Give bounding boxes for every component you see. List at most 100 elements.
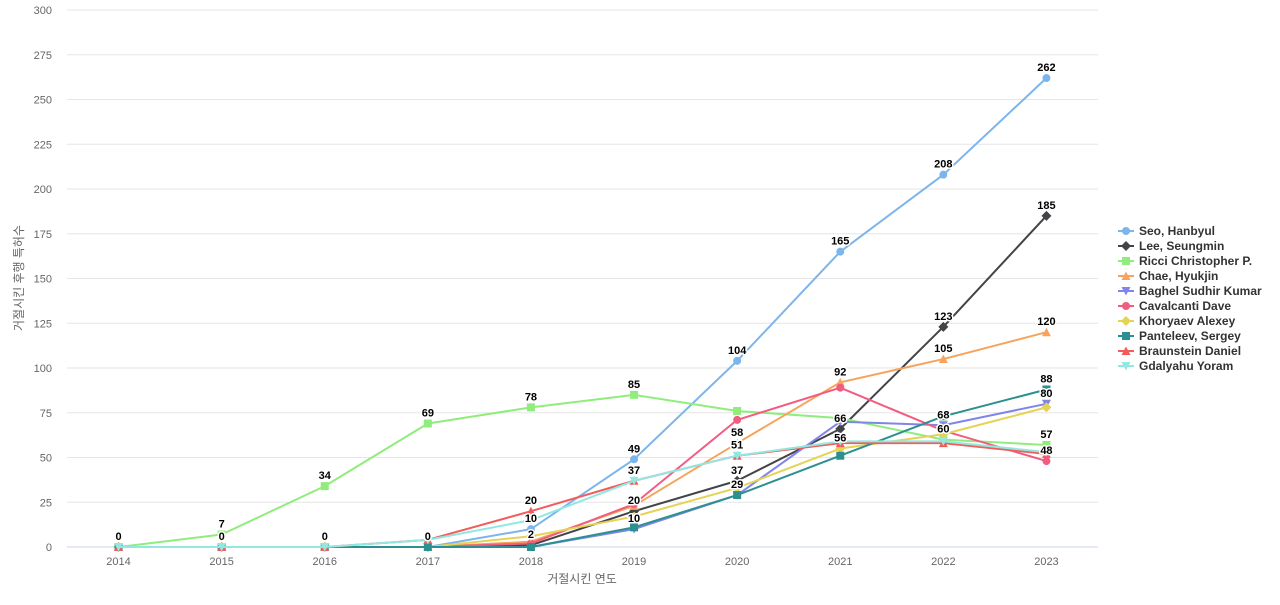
data-point[interactable] (939, 170, 948, 179)
data-point[interactable] (836, 383, 845, 392)
legend-item[interactable]: Gdalyahu Yoram (1118, 359, 1233, 373)
data-point[interactable] (526, 543, 535, 551)
data-point[interactable] (938, 421, 948, 430)
x-tick-label: 2019 (622, 556, 646, 568)
data-point[interactable] (629, 511, 640, 522)
data-label: 57 (1040, 429, 1052, 441)
data-point[interactable] (1042, 385, 1051, 394)
legend-item[interactable]: Braunstein Daniel (1118, 344, 1241, 358)
data-point[interactable] (1041, 448, 1051, 457)
series-line[interactable] (117, 386, 1048, 548)
data-point[interactable] (835, 423, 846, 434)
series-line[interactable] (117, 406, 1048, 548)
x-tick-label: 2022 (931, 556, 955, 568)
data-point[interactable] (732, 451, 742, 461)
legend-item[interactable]: Baghel Sudhir Kumar (1118, 284, 1262, 298)
legend-item[interactable]: Ricci Christopher P. (1118, 254, 1252, 268)
data-point[interactable] (114, 543, 124, 552)
data-point[interactable] (526, 403, 535, 412)
y-tick-label: 75 (40, 408, 52, 420)
y-tick-label: 300 (34, 5, 52, 17)
series-0 (114, 74, 1051, 551)
data-point[interactable] (732, 475, 743, 486)
data-label: 120 (1037, 316, 1055, 328)
data-point[interactable] (733, 356, 742, 365)
data-label: 0 (322, 531, 328, 543)
data-point[interactable] (217, 530, 226, 539)
data-point[interactable] (733, 415, 742, 424)
data-point[interactable] (525, 531, 536, 542)
x-tick-label: 2016 (313, 556, 337, 568)
data-label: 76 (731, 427, 743, 439)
data-point[interactable] (938, 429, 949, 440)
data-point[interactable] (835, 437, 845, 446)
legend-item[interactable]: Seo, Hanbyul (1118, 224, 1215, 238)
series-line[interactable] (117, 440, 1048, 548)
series-layer (113, 74, 1052, 552)
legend-item[interactable]: Lee, Seungmin (1118, 239, 1224, 253)
series-line[interactable] (117, 77, 1048, 548)
y-tick-label: 0 (46, 542, 52, 554)
data-point[interactable] (732, 438, 742, 448)
data-point[interactable] (733, 491, 742, 500)
legend-item[interactable]: Cavalcanti Dave (1118, 299, 1231, 313)
y-axis: 0 25 50 75 100 125 150 175 200 225 250 275 300 (34, 5, 52, 554)
y-tick-label: 275 (34, 50, 52, 62)
data-point[interactable] (630, 390, 639, 399)
data-point[interactable] (939, 412, 948, 421)
data-point[interactable] (1041, 210, 1052, 221)
data-point[interactable] (1041, 327, 1051, 337)
data-label: 20 (525, 495, 537, 507)
data-label: 80 (1040, 388, 1052, 400)
data-point[interactable] (320, 543, 330, 552)
data-point[interactable] (836, 247, 845, 256)
data-point[interactable] (835, 417, 845, 427)
data-point[interactable] (938, 321, 949, 332)
data-point[interactable] (630, 523, 639, 532)
data-point[interactable] (732, 482, 743, 493)
data-label: 10 (525, 513, 537, 525)
data-label: 49 (628, 443, 640, 455)
series-line[interactable] (117, 214, 1048, 548)
data-point[interactable] (320, 482, 329, 491)
data-point[interactable] (938, 437, 948, 446)
legend-item[interactable]: Panteleev, Sergey (1118, 329, 1241, 343)
legend-item[interactable]: Chae, Hyukjin (1118, 269, 1218, 283)
data-point[interactable] (1042, 457, 1051, 466)
data-point[interactable] (836, 451, 845, 460)
data-point[interactable] (423, 535, 433, 545)
y-tick-label: 50 (40, 453, 52, 465)
data-point[interactable] (629, 476, 639, 486)
data-label: 92 (834, 366, 846, 378)
data-point[interactable] (1041, 402, 1052, 413)
series-line[interactable] (117, 442, 1048, 548)
data-point[interactable] (423, 419, 432, 428)
data-point[interactable] (526, 525, 535, 534)
series-line[interactable] (117, 393, 1048, 548)
data-point[interactable] (733, 406, 742, 415)
legend-symbol-marker (1121, 346, 1131, 355)
legend-label: Seo, Hanbyul (1139, 224, 1215, 238)
data-label: 68 (937, 409, 949, 421)
data-point[interactable] (1042, 74, 1051, 83)
data-point[interactable] (217, 543, 227, 552)
data-point[interactable] (630, 455, 639, 464)
data-point[interactable] (526, 506, 536, 516)
data-point[interactable] (630, 500, 639, 509)
data-label: 51 (731, 440, 743, 452)
x-tick-label: 2018 (519, 556, 543, 568)
legend-label: Baghel Sudhir Kumar (1139, 284, 1262, 298)
data-point[interactable] (423, 543, 432, 551)
legend-label: Ricci Christopher P. (1139, 254, 1252, 268)
legend-label: Panteleev, Sergey (1139, 329, 1241, 343)
data-label: 58 (731, 427, 743, 439)
data-label: 2 (528, 529, 534, 541)
data-point[interactable] (526, 516, 536, 525)
legend-item[interactable]: Khoryaev Alexey (1118, 314, 1236, 328)
data-point[interactable] (938, 354, 948, 364)
y-tick-label: 25 (40, 497, 52, 509)
data-point[interactable] (1042, 440, 1051, 449)
data-point[interactable] (835, 377, 845, 387)
legend-symbol-marker (1121, 241, 1131, 251)
